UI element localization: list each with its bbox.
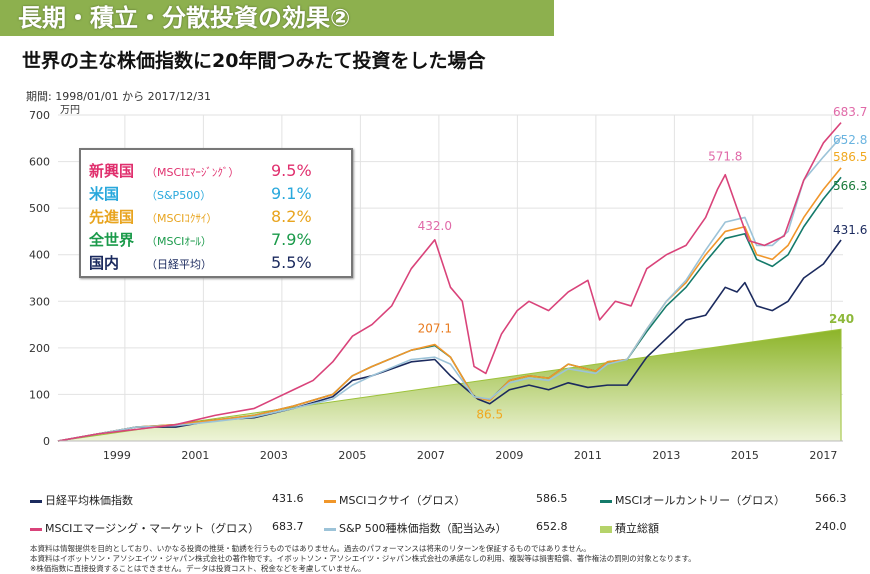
return-rate: 9.1% xyxy=(271,184,312,203)
legend-swatch xyxy=(600,499,612,503)
return-index: （S&P500） xyxy=(146,189,212,202)
y-tick-label: 600 xyxy=(29,156,50,169)
series-line-5 xyxy=(57,122,842,442)
legend-item: MSCIエマージング・マーケット（グロス） xyxy=(30,520,259,536)
data-label: 683.7 xyxy=(833,105,867,119)
return-name: 新興国 xyxy=(89,162,135,180)
return-rate: 8.2% xyxy=(271,207,312,226)
x-tick-label: 2003 xyxy=(260,449,288,462)
y-tick-label: 100 xyxy=(29,388,50,401)
y-tick-label: 300 xyxy=(29,295,50,308)
x-tick-label: 2005 xyxy=(338,449,366,462)
legend-value: 586.5 xyxy=(536,492,568,505)
y-tick-label: 0 xyxy=(43,435,50,448)
legend-swatch xyxy=(30,527,42,531)
y-tick-label: 400 xyxy=(29,249,50,262)
data-label: 566.3 xyxy=(833,179,867,193)
legend-label: MSCIコクサイ（グロス） xyxy=(339,494,466,507)
x-tick-label: 2015 xyxy=(731,449,759,462)
return-row: 新興国 （MSCIｴﾏｰｼﾞﾝｸﾞ） 9.5% xyxy=(89,160,312,182)
return-name: 先進国 xyxy=(89,208,135,226)
return-index: （MSCIｵｰﾙ） xyxy=(146,235,212,248)
return-row: 先進国 （MSCIｺｸｻｲ） 8.2% xyxy=(89,206,312,228)
page-subtitle: 世界の主な株価指数に20年間つみたて投資をした場合 xyxy=(22,50,486,72)
disclaimer-line: 本資料は情報提供を目的としており、いかなる投資の推奨・勧誘を行うものではありませ… xyxy=(30,544,591,553)
x-tick-label: 2001 xyxy=(181,449,209,462)
series-line-4 xyxy=(57,136,842,442)
data-label: 86.5 xyxy=(476,408,503,422)
return-rate: 9.5% xyxy=(271,161,312,180)
y-tick-label: 500 xyxy=(29,202,50,215)
x-tick-label: 2017 xyxy=(809,449,837,462)
legend-value: 431.6 xyxy=(272,492,304,505)
legend-label: MSCIオールカントリー（グロス） xyxy=(615,494,786,507)
legend-item: S&P 500種株価指数（配当込み） xyxy=(324,520,507,536)
return-index: （MSCIｴﾏｰｼﾞﾝｸﾞ） xyxy=(146,166,240,179)
x-tick-label: 2007 xyxy=(417,449,445,462)
legend-swatch xyxy=(324,527,336,531)
page-banner-title: 長期・積立・分散投資の効果② xyxy=(0,0,554,36)
data-label: 652.8 xyxy=(833,133,867,147)
legend-swatch xyxy=(600,525,612,533)
x-tick-label: 2013 xyxy=(652,449,680,462)
period-label: 期間: 1998/01/01 から 2017/12/31 xyxy=(26,90,211,103)
data-label: 431.6 xyxy=(833,223,867,237)
return-name: 全世界 xyxy=(89,231,135,249)
return-row: 米国 （S&P500） 9.1% xyxy=(89,183,312,205)
legend-value: 566.3 xyxy=(815,492,847,505)
return-row: 国内 （日経平均） 5.5% xyxy=(89,252,312,274)
legend-label: MSCIエマージング・マーケット（グロス） xyxy=(45,522,260,535)
x-tick-label: 1999 xyxy=(103,449,131,462)
legend-item: MSCIオールカントリー（グロス） xyxy=(600,492,785,508)
return-index: （日経平均） xyxy=(146,258,212,271)
return-rate: 7.9% xyxy=(271,230,312,249)
legend-label: 積立総額 xyxy=(615,522,659,535)
y-tick-label: 200 xyxy=(29,342,50,355)
y-tick-label: 700 xyxy=(29,109,50,122)
return-name: 国内 xyxy=(89,254,120,272)
data-label: 207.1 xyxy=(418,322,452,336)
legend-item: MSCIコクサイ（グロス） xyxy=(324,492,465,508)
data-label: 240 xyxy=(829,312,854,326)
legend-swatch xyxy=(324,499,336,503)
data-label: 571.8 xyxy=(708,150,742,164)
data-label: 586.5 xyxy=(833,150,867,164)
legend-value: 652.8 xyxy=(536,520,568,533)
legend-value: 683.7 xyxy=(272,520,304,533)
y-axis-unit: 万円 xyxy=(60,105,80,116)
legend-swatch xyxy=(30,499,42,503)
x-tick-label: 2011 xyxy=(574,449,602,462)
annual-returns-box: 新興国 （MSCIｴﾏｰｼﾞﾝｸﾞ） 9.5% 米国 （S&P500） 9.1% 先進国 （M… xyxy=(79,148,353,278)
data-label: 432.0 xyxy=(418,219,452,233)
return-name: 米国 xyxy=(89,185,120,203)
x-tick-label: 2009 xyxy=(495,449,523,462)
disclaimer-line: 本資料はイボットソン・アソシエイツ・ジャパン株式会社の著作物です。イボットソン・… xyxy=(30,554,696,563)
disclaimer-line: ※株価指数に直接投資することはできません。データは投資コスト、税金などを考慮して… xyxy=(30,564,366,573)
return-index: （MSCIｺｸｻｲ） xyxy=(146,212,218,225)
legend-label: 日経平均株価指数 xyxy=(45,494,133,507)
return-rate: 5.5% xyxy=(271,253,312,272)
legend-item: 日経平均株価指数 xyxy=(30,492,133,508)
legend-item: 積立総額 xyxy=(600,520,659,536)
legend-label: S&P 500種株価指数（配当込み） xyxy=(339,522,507,535)
legend-value: 240.0 xyxy=(815,520,847,533)
return-row: 全世界 （MSCIｵｰﾙ） 7.9% xyxy=(89,229,312,251)
